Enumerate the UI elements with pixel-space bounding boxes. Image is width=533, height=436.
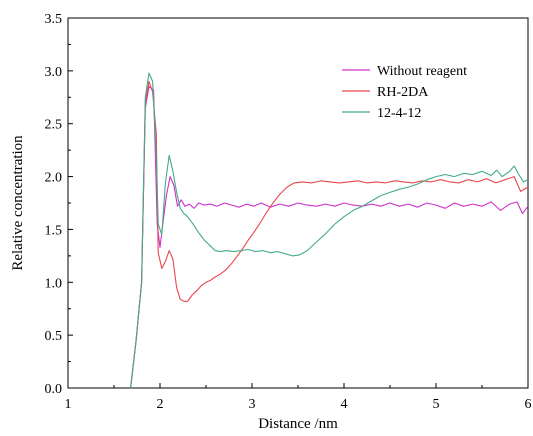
series-lines [130, 72, 529, 389]
legend: Without reagent RH-2DA 12-4-12 [342, 64, 467, 121]
legend-label: RH-2DA [377, 85, 429, 100]
x-tick-label: 3 [249, 397, 256, 412]
y-axis-label: Relative concentration [10, 135, 26, 271]
y-axis-ticks: 0.0 0.5 1.0 1.5 2.0 2.5 3.0 3.5 [45, 12, 73, 397]
x-tick-label: 4 [341, 397, 348, 412]
y-tick-label: 1.0 [45, 276, 63, 291]
series-line-without-reagent [130, 86, 529, 389]
legend-label: 12-4-12 [377, 106, 421, 121]
y-tick-label: 3.0 [45, 65, 63, 80]
x-axis-label: Distance /nm [258, 416, 338, 432]
x-tick-label: 2 [157, 397, 164, 412]
y-tick-label: 2.5 [45, 118, 63, 133]
x-tick-label: 5 [433, 397, 440, 412]
x-axis-ticks: 1 2 3 4 5 6 [65, 383, 532, 412]
legend-label: Without reagent [377, 64, 467, 79]
x-tick-label: 6 [525, 397, 532, 412]
y-tick-label: 0.0 [45, 382, 63, 397]
x-tick-label: 1 [65, 397, 72, 412]
series-line-rh-2da [130, 80, 529, 389]
y-tick-label: 3.5 [45, 12, 63, 27]
y-tick-label: 1.5 [45, 223, 63, 238]
y-tick-label: 2.0 [45, 171, 63, 186]
y-tick-label: 0.5 [45, 329, 63, 344]
series-line-12-4-12 [130, 72, 529, 389]
